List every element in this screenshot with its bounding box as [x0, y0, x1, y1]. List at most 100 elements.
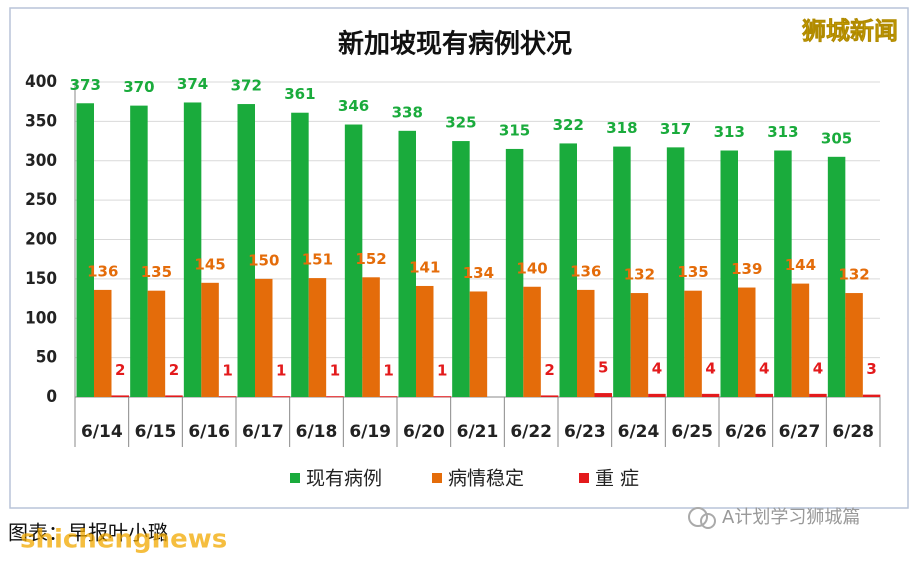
bar	[613, 146, 631, 397]
value-label: 1	[437, 362, 447, 380]
bar	[344, 124, 363, 398]
value-label: 139	[731, 260, 762, 278]
bar	[594, 393, 612, 397]
value-label: 346	[338, 97, 369, 115]
bar	[452, 141, 470, 397]
bar	[684, 290, 702, 397]
value-label: 374	[177, 75, 208, 93]
bar	[666, 147, 685, 397]
value-label: 144	[785, 256, 816, 274]
value-label: 313	[714, 123, 745, 141]
bar	[130, 105, 148, 397]
bar	[291, 112, 309, 398]
bar	[827, 156, 846, 397]
bar	[523, 286, 541, 397]
chart-title: 新加坡现有病例状况	[338, 29, 572, 60]
bar	[791, 283, 810, 397]
value-label: 2	[115, 361, 125, 379]
y-tick-label: 200	[25, 230, 57, 250]
bar	[540, 395, 559, 397]
value-label: 4	[759, 359, 769, 377]
value-label: 1	[383, 362, 393, 380]
bar	[469, 291, 488, 397]
bar	[862, 394, 881, 397]
value-label: 135	[677, 263, 708, 281]
x-tick-label: 6/19	[349, 422, 391, 442]
footer-account: A计划学习狮城篇	[722, 507, 860, 528]
legend-label: 病情稳定	[448, 468, 524, 490]
bar	[165, 395, 183, 397]
bar	[505, 148, 524, 397]
value-label: 4	[705, 359, 715, 377]
value-label: 132	[624, 266, 655, 284]
x-tick-label: 6/20	[403, 422, 445, 442]
y-tick-label: 400	[25, 72, 57, 92]
x-tick-label: 6/27	[779, 422, 821, 442]
value-label: 322	[553, 116, 584, 134]
x-tick-label: 6/22	[510, 422, 552, 442]
value-label: 135	[141, 263, 172, 281]
bar	[76, 103, 94, 397]
value-label: 338	[392, 103, 423, 121]
bar	[738, 287, 756, 397]
y-tick-label: 150	[25, 269, 57, 289]
value-label: 318	[606, 119, 637, 137]
bar	[774, 150, 792, 397]
value-label: 132	[838, 266, 869, 284]
value-label: 145	[194, 255, 225, 273]
bar	[237, 104, 255, 398]
x-tick-label: 6/26	[725, 422, 767, 442]
bar	[308, 278, 327, 397]
x-tick-label: 6/21	[457, 422, 499, 442]
y-tick-label: 0	[46, 387, 57, 407]
value-label: 373	[70, 76, 101, 94]
bar	[201, 282, 219, 397]
value-label: 134	[463, 264, 494, 282]
value-label: 152	[355, 250, 386, 268]
value-label: 136	[570, 262, 601, 280]
value-label: 140	[516, 259, 547, 277]
value-label: 370	[123, 78, 154, 96]
bar	[845, 293, 863, 397]
x-tick-label: 6/16	[188, 422, 230, 442]
legend-label: 重 症	[595, 468, 639, 490]
value-label: 2	[169, 361, 179, 379]
bar	[416, 285, 434, 397]
value-label: 315	[499, 121, 530, 139]
y-tick-label: 250	[25, 190, 57, 210]
watermark: 狮城新闻	[802, 17, 898, 45]
x-tick-label: 6/18	[296, 422, 338, 442]
x-tick-label: 6/14	[81, 422, 123, 442]
value-label: 151	[302, 251, 333, 269]
bar	[255, 278, 273, 397]
bar	[755, 393, 773, 397]
bar	[326, 396, 344, 398]
value-label: 4	[813, 359, 823, 377]
bar	[183, 102, 202, 397]
value-label: 1	[222, 362, 232, 380]
bar	[362, 277, 380, 397]
value-label: 150	[248, 251, 279, 269]
bar	[720, 150, 738, 397]
value-label: 4	[652, 359, 662, 377]
bar	[218, 396, 237, 398]
footer-site: shichengnews	[20, 525, 227, 555]
value-label: 2	[544, 361, 554, 379]
legend-swatch	[432, 473, 442, 483]
bar	[398, 130, 416, 397]
value-label: 317	[660, 120, 691, 138]
value-label: 141	[409, 258, 440, 276]
y-tick-label: 300	[25, 151, 57, 171]
legend-swatch	[290, 473, 300, 483]
legend-label: 现有病例	[306, 468, 382, 490]
x-tick-label: 6/23	[564, 422, 606, 442]
x-tick-label: 6/17	[242, 422, 284, 442]
bar	[559, 143, 577, 397]
bar	[94, 289, 112, 397]
value-label: 3	[866, 360, 876, 378]
bar	[433, 396, 451, 398]
x-tick-label: 6/25	[671, 422, 713, 442]
bar	[577, 289, 595, 397]
value-label: 136	[87, 262, 118, 280]
